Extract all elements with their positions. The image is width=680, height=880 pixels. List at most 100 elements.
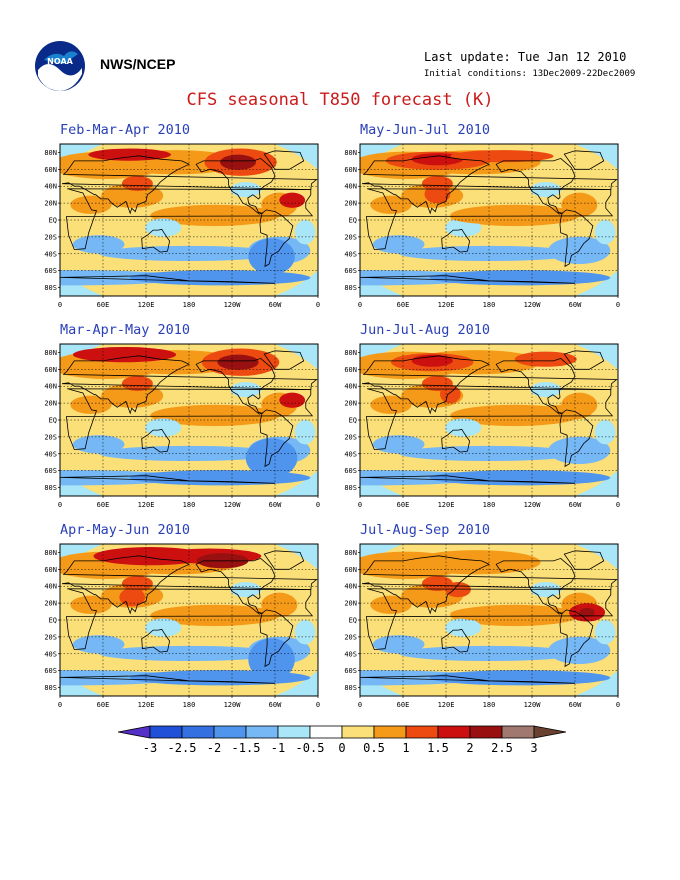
colorbar-swatch: [437, 725, 471, 739]
colorbar-tick-label: -3: [143, 741, 157, 755]
colorbar-swatch: [213, 725, 247, 739]
lon-label: 0: [58, 501, 62, 509]
lat-label: 80N: [344, 149, 357, 157]
colorbar-swatch: [118, 725, 151, 739]
colorbar-swatch: [373, 725, 407, 739]
lon-label: 0: [316, 501, 320, 509]
lon-label: 0: [58, 701, 62, 709]
lat-label: 80N: [44, 349, 57, 357]
colorbar-tick-label: -0.5: [296, 741, 325, 755]
colorbar-tick-label: 2.5: [491, 741, 513, 755]
lon-label: 0: [616, 701, 620, 709]
lat-label: EQ: [49, 417, 57, 425]
lon-label: 120E: [438, 501, 455, 509]
lon-label: 180: [483, 501, 496, 509]
colorbar-swatch: [533, 725, 566, 739]
noaa-logo-icon: NOAA: [35, 41, 85, 91]
colorbar-swatch: [245, 725, 279, 739]
lat-label: 20N: [344, 200, 357, 208]
lon-label: 0: [616, 301, 620, 309]
colorbar-tick-label: 1: [402, 741, 409, 755]
lat-label: 40S: [344, 250, 357, 258]
lat-label: 20S: [44, 233, 57, 241]
colorbar-tick-label: -2.5: [168, 741, 197, 755]
lon-label: 120E: [138, 301, 155, 309]
lat-label: 40S: [44, 250, 57, 258]
lon-label: 180: [183, 701, 196, 709]
colorbar-tick-label: 3: [530, 741, 537, 755]
lat-label: 60S: [344, 667, 357, 675]
colorbar-tick-label: -1.5: [232, 741, 261, 755]
lon-label: 60E: [397, 701, 410, 709]
lat-label: 20N: [44, 600, 57, 608]
lat-label: 60N: [344, 366, 357, 374]
lon-label: 0: [358, 501, 362, 509]
lon-label: 0: [616, 501, 620, 509]
lat-label: EQ: [49, 617, 57, 625]
lon-label: 0: [316, 301, 320, 309]
lat-label: 20N: [344, 400, 357, 408]
panel-title-6: Jul-Aug-Sep 2010: [360, 522, 491, 538]
lat-label: 20S: [44, 633, 57, 641]
lat-label: 60N: [44, 366, 57, 374]
lat-label: 40N: [344, 583, 357, 591]
lat-label: 20N: [344, 600, 357, 608]
lon-label: 180: [183, 501, 196, 509]
lat-label: 80N: [44, 149, 57, 157]
lat-label: 40S: [44, 650, 57, 658]
colorbar-tick-label: -2: [207, 741, 221, 755]
lon-label: 60E: [97, 301, 110, 309]
lat-label: 40N: [44, 383, 57, 391]
initial-conditions-text: Initial conditions: 13Dec2009-22Dec2009: [424, 69, 636, 79]
colorbar-swatch: [341, 725, 375, 739]
lat-label: 40S: [44, 450, 57, 458]
colorbar-tick-label: -1: [271, 741, 285, 755]
forecast-map-3: 80N 60N 40N 20N EQ 20S 40S 60S 80S 0 60E 120E 180 120…: [44, 343, 320, 509]
lon-label: 120E: [138, 701, 155, 709]
lon-label: 60W: [569, 501, 582, 509]
lat-label: 80S: [344, 284, 357, 292]
lat-label: 40N: [44, 583, 57, 591]
colorbar-tick-label: 1.5: [427, 741, 449, 755]
lat-label: 60N: [344, 166, 357, 174]
lat-label: 60N: [344, 566, 357, 574]
lat-label: 80N: [344, 549, 357, 557]
lon-label: 120E: [438, 701, 455, 709]
page-title: CFS seasonal T850 forecast (K): [186, 90, 494, 110]
panel-title-3: Mar-Apr-May 2010: [60, 322, 191, 338]
svg-text:NOAA: NOAA: [47, 57, 73, 66]
forecast-map-5: 80N 60N 40N 20N EQ 20S 40S 60S 80S 0 60E 120E 180 120…: [44, 543, 320, 709]
lon-label: 180: [483, 701, 496, 709]
lat-label: 20N: [44, 200, 57, 208]
colorbar-tick-label: 0.5: [363, 741, 385, 755]
lat-label: 80S: [344, 684, 357, 692]
lat-label: 80S: [344, 484, 357, 492]
lat-label: 40S: [344, 450, 357, 458]
lon-label: 180: [483, 301, 496, 309]
colorbar-swatch: [181, 725, 215, 739]
lon-label: 0: [358, 301, 362, 309]
lon-label: 60W: [569, 701, 582, 709]
lon-label: 60W: [569, 301, 582, 309]
lon-label: 60W: [269, 501, 282, 509]
lat-label: 20S: [344, 233, 357, 241]
colorbar-tick-label: 2: [466, 741, 473, 755]
lat-label: EQ: [349, 617, 357, 625]
lat-label: 40N: [44, 183, 57, 191]
colorbar-swatch: [405, 725, 439, 739]
lat-label: 20N: [44, 400, 57, 408]
lon-label: 60E: [397, 301, 410, 309]
lon-label: 120E: [438, 301, 455, 309]
colorbar-tick-label: 0: [338, 741, 345, 755]
lat-label: EQ: [49, 217, 57, 225]
colorbar-swatch: [469, 725, 503, 739]
lon-label: 0: [358, 701, 362, 709]
lon-label: 120W: [524, 501, 542, 509]
lon-label: 60W: [269, 301, 282, 309]
lat-label: 20S: [344, 433, 357, 441]
forecast-map-6: 80N 60N 40N 20N EQ 20S 40S 60S 80S 0 60E 120E 180 120…: [344, 543, 620, 709]
lat-label: 80S: [44, 684, 57, 692]
lat-label: 20S: [44, 433, 57, 441]
lon-label: 120W: [224, 501, 242, 509]
colorbar-swatch: [149, 725, 183, 739]
